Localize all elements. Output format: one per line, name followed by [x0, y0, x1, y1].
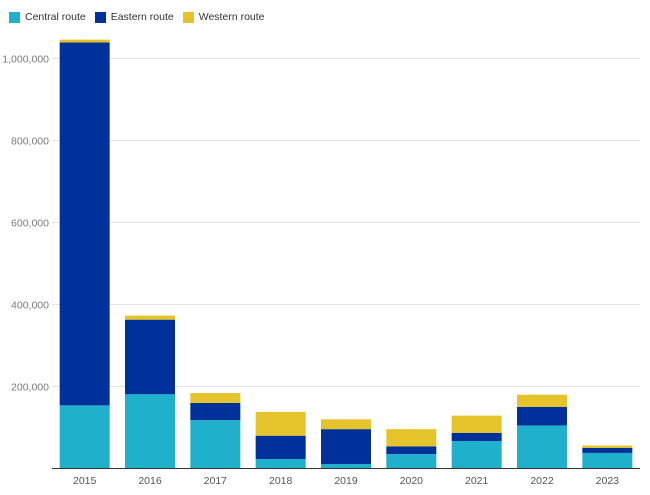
bar-western-route-2021: [451, 415, 502, 433]
bar-western-route-2022: [517, 394, 567, 407]
bar-central-route-2020: [386, 454, 437, 469]
bar-eastern-route-2022: [517, 407, 567, 426]
bar-stack-2019: [321, 419, 371, 469]
y-tick-label: 400,000: [11, 300, 49, 312]
legend-label-western-route: Western route: [198, 11, 265, 23]
bar-stack-2020: [386, 429, 437, 469]
bar-western-route-2018: [255, 411, 306, 436]
legend-swatch-western-route: [182, 11, 194, 23]
bar-western-route-2023: [582, 445, 633, 448]
bar-central-route-2023: [582, 452, 633, 469]
legend-swatch-eastern-route: [94, 11, 106, 23]
bar-central-route-2017: [190, 420, 241, 469]
bar-stack-2017: [190, 393, 241, 469]
legend-swatch-central-route: [9, 11, 20, 23]
legend-label-central-route: Central route: [25, 11, 86, 23]
y-tick-label: 1,000,000: [2, 54, 49, 66]
legend-item-central-route: Central route: [9, 11, 86, 23]
x-tick-label-2022: 2022: [530, 475, 554, 487]
legend-item-eastern-route: Eastern route: [94, 11, 174, 23]
chart-legend: Central route Eastern route Western rout…: [9, 10, 274, 24]
y-axis-tick-labels: 200,000 400,000 600,000 800,000 1,000,000: [2, 54, 49, 394]
x-tick-label-2019: 2019: [334, 475, 358, 487]
bar-central-route-2018: [255, 459, 306, 469]
bar-western-route-2015: [59, 39, 110, 43]
x-tick-label-2020: 2020: [400, 475, 424, 487]
bar-stack-2022: [517, 394, 567, 469]
bar-central-route-2019: [321, 463, 371, 469]
x-tick-label-2015: 2015: [73, 475, 97, 487]
y-tick-label: 200,000: [11, 382, 49, 394]
bar-stack-2015: [59, 39, 110, 469]
bar-eastern-route-2019: [321, 429, 371, 464]
bar-eastern-route-2020: [386, 446, 437, 455]
bar-stack-2023: [582, 445, 633, 469]
bar-stack-2016: [125, 315, 175, 469]
bar-central-route-2021: [451, 441, 502, 469]
x-tick-label-2018: 2018: [269, 475, 293, 487]
bar-central-route-2022: [517, 425, 567, 469]
bar-stack-2018: [255, 411, 306, 469]
bar-eastern-route-2021: [451, 432, 502, 442]
x-tick-label-2023: 2023: [596, 475, 620, 487]
bar-central-route-2016: [125, 394, 175, 469]
bar-eastern-route-2015: [59, 42, 110, 406]
x-tick-label-2021: 2021: [465, 475, 489, 487]
bar-eastern-route-2023: [582, 448, 633, 453]
bar-western-route-2020: [386, 429, 437, 447]
x-tick-label-2017: 2017: [204, 475, 228, 487]
legend-item-western-route: Western route: [182, 11, 265, 23]
bar-western-route-2019: [321, 419, 371, 430]
bar-western-route-2016: [125, 315, 175, 320]
bar-central-route-2015: [59, 405, 110, 469]
x-axis-tick-labels: 2015 2016 2017 2018 2019 2020 2021 2022 2023: [73, 475, 619, 487]
y-tick-label: 600,000: [11, 218, 49, 230]
bar-stack-2021: [451, 415, 502, 469]
x-tick-label-2016: 2016: [138, 475, 162, 487]
bar-eastern-route-2017: [190, 402, 241, 421]
bar-eastern-route-2018: [255, 435, 306, 460]
bar-western-route-2017: [190, 393, 241, 403]
bar-eastern-route-2016: [125, 319, 175, 395]
bar-stacks: [59, 39, 633, 469]
y-tick-label: 800,000: [11, 136, 49, 148]
legend-label-eastern-route: Eastern route: [110, 11, 174, 23]
